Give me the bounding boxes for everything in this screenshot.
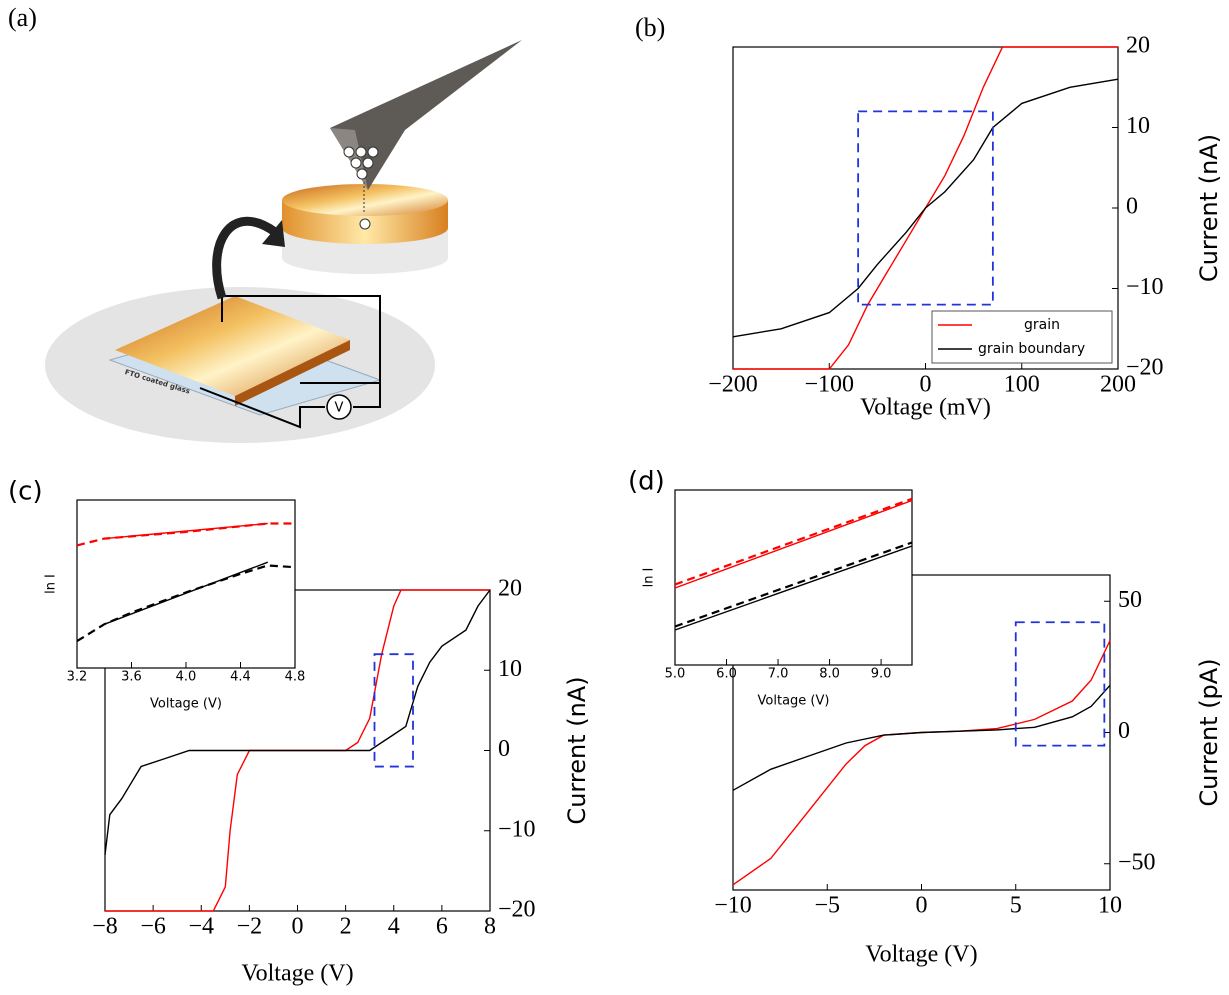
plot-area bbox=[77, 500, 295, 668]
x-tick-label: 4 bbox=[388, 913, 400, 939]
x-axis-label: Voltage (V) bbox=[758, 694, 830, 709]
x-tick-label: −200 bbox=[708, 371, 758, 397]
x-tick-label: 8 bbox=[484, 913, 496, 939]
x-tick-label: −4 bbox=[188, 913, 214, 939]
x-axis-label: Voltage (V) bbox=[865, 942, 977, 968]
x-tick-label: 5 bbox=[1010, 892, 1022, 918]
plot-area bbox=[675, 490, 912, 665]
x-tick-label: −10 bbox=[714, 892, 752, 918]
x-tick-label: 0 bbox=[920, 371, 932, 397]
x-axis-label: Voltage (V) bbox=[241, 961, 353, 987]
illustration: FTO coated glass V bbox=[45, 40, 522, 443]
x-tick-label: 2 bbox=[340, 913, 352, 939]
y-axis-label: Current (pA) bbox=[1195, 658, 1223, 806]
x-tick-label: −100 bbox=[804, 371, 854, 397]
panel-label: (b) bbox=[635, 13, 665, 42]
x-axis-label: Voltage (mV) bbox=[860, 395, 991, 421]
page: {"panel_labels": ["(a)", "(b)", "(c)", "… bbox=[0, 0, 1229, 995]
x-tick-label: −8 bbox=[92, 913, 118, 939]
y-tick-label: −20 bbox=[1126, 355, 1164, 381]
x-tick-label: 6 bbox=[436, 913, 448, 939]
y-tick-label: −50 bbox=[1118, 849, 1156, 875]
x-tick-label: 4.8 bbox=[285, 670, 306, 685]
x-tick-label: 3.2 bbox=[67, 670, 88, 685]
y-tick-label: −10 bbox=[498, 816, 536, 842]
panel-label: (c) bbox=[8, 477, 43, 507]
x-tick-label: 0 bbox=[292, 913, 304, 939]
y-axis-label: Current (nA) bbox=[1195, 134, 1223, 282]
x-axis-label: Voltage (V) bbox=[150, 697, 222, 712]
x-tick-label: −2 bbox=[237, 913, 263, 939]
y-axis-label: ln I bbox=[44, 574, 59, 594]
legend-label: grain boundary bbox=[978, 341, 1085, 357]
y-tick-label: 20 bbox=[498, 576, 522, 602]
x-tick-label: 3.6 bbox=[121, 670, 142, 685]
y-tick-label: 10 bbox=[498, 656, 522, 682]
y-tick-label: 20 bbox=[1126, 33, 1150, 59]
y-tick-label: 0 bbox=[1126, 194, 1138, 220]
x-tick-label: −6 bbox=[140, 913, 166, 939]
panel-label: (a) bbox=[8, 3, 37, 32]
series-line bbox=[733, 79, 1118, 337]
x-tick-label: 7.0 bbox=[768, 667, 789, 682]
y-tick-label: −20 bbox=[498, 897, 536, 923]
y-tick-label: 0 bbox=[1118, 718, 1130, 744]
x-tick-label: 10 bbox=[1098, 892, 1122, 918]
y-axis-label: ln I bbox=[642, 568, 657, 588]
x-tick-label: 8.0 bbox=[819, 667, 840, 682]
y-tick-label: 50 bbox=[1118, 587, 1142, 613]
y-tick-label: 10 bbox=[1126, 113, 1150, 139]
x-tick-label: 9.0 bbox=[871, 667, 892, 682]
x-tick-label: 5.0 bbox=[665, 667, 686, 682]
arrow bbox=[217, 221, 275, 298]
highlight-box bbox=[375, 654, 414, 766]
panel-label: (d) bbox=[628, 467, 665, 497]
x-tick-label: 6.0 bbox=[716, 667, 737, 682]
y-axis-label: Current (nA) bbox=[563, 676, 591, 824]
x-tick-label: −5 bbox=[814, 892, 840, 918]
y-tick-label: 0 bbox=[498, 736, 510, 762]
meter-label: V bbox=[335, 401, 344, 416]
figure: FTO coated glass V (a) (b) (c) (d) −200−… bbox=[0, 0, 1229, 995]
y-tick-label: −10 bbox=[1126, 274, 1164, 300]
cylinder-top bbox=[282, 184, 448, 216]
x-tick-label: 100 bbox=[1004, 371, 1040, 397]
x-tick-label: 0 bbox=[916, 892, 928, 918]
legend-label: grain bbox=[1024, 317, 1060, 333]
x-tick-label: 4.0 bbox=[176, 670, 197, 685]
x-tick-label: 4.4 bbox=[230, 670, 251, 685]
